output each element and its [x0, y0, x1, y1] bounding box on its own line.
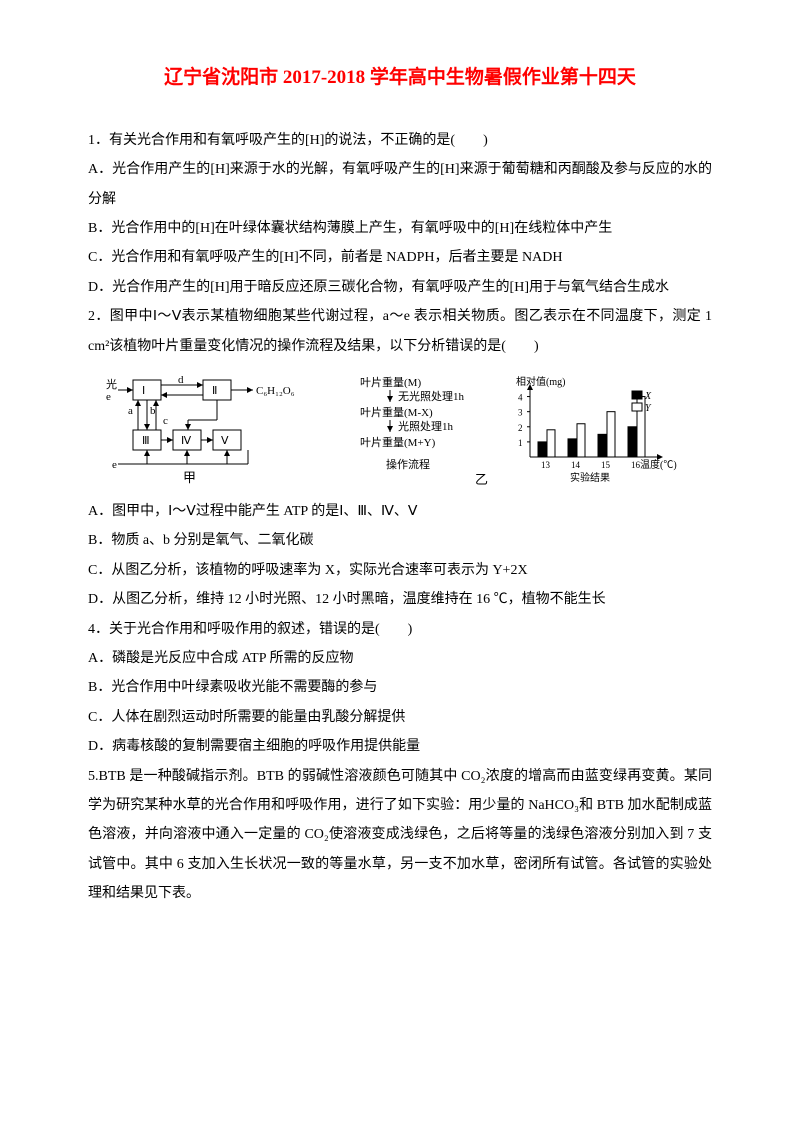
- svg-text:Ⅱ: Ⅱ: [212, 385, 217, 397]
- svg-text:c: c: [163, 415, 168, 427]
- svg-text:甲: 甲: [183, 470, 196, 485]
- svg-text:叶片重量(M): 叶片重量(M): [360, 375, 421, 389]
- svg-text:相对值(mg): 相对值(mg): [516, 375, 565, 388]
- q1-opt-b: B．光合作用中的[H]在叶绿体囊状结构薄膜上产生，有氧呼吸中的[H]在线粒体中产…: [88, 214, 712, 243]
- q4-opt-a: A．磷酸是光反应中合成 ATP 所需的反应物: [88, 644, 712, 673]
- q1-opt-d: D．光合作用产生的[H]用于暗反应还原三碳化合物，有氧呼吸产生的[H]用于与氧气…: [88, 273, 712, 302]
- q4-opt-d: D．病毒核酸的复制需要宿主细胞的呼吸作用提供能量: [88, 732, 712, 761]
- q4-opt-c: C．人体在剧烈运动时所需要的能量由乳酸分解提供: [88, 703, 712, 732]
- svg-text:e: e: [112, 459, 117, 471]
- svg-text:13: 13: [541, 460, 551, 470]
- svg-text:温度(℃): 温度(℃): [640, 458, 677, 471]
- diagram-chart-svg: 相对值(mg)123413141516温度(℃)实验结果XY: [500, 372, 680, 487]
- q4-stem: 4．关于光合作用和呼吸作用的叙述，错误的是( ): [88, 615, 712, 644]
- svg-text:1: 1: [518, 437, 523, 447]
- svg-text:C₆H₁₂O₆: C₆H₁₂O₆: [256, 385, 295, 397]
- diagram-jia-svg: Ⅰ Ⅱ Ⅲ Ⅳ Ⅴ 光 e d C₆H₁₂O₆ a b: [88, 372, 303, 487]
- svg-text:操作流程: 操作流程: [386, 457, 430, 471]
- diagram-yi: 叶片重量(M) 无光照处理1h 叶片重量(M-X) 光照处理1h 叶片重量(M+…: [350, 372, 712, 487]
- q5-text: 5.BTB 是一种酸碱指示剂。BTB 的弱碱性溶液颜色可随其中 CO₂浓度的增高…: [88, 762, 712, 909]
- svg-text:叶片重量(M+Y): 叶片重量(M+Y): [360, 435, 436, 449]
- svg-text:光: 光: [106, 377, 117, 391]
- diagram-jia: Ⅰ Ⅱ Ⅲ Ⅳ Ⅴ 光 e d C₆H₁₂O₆ a b: [88, 372, 325, 487]
- q2-opt-b: B．物质 a、b 分别是氧气、二氧化碳: [88, 526, 712, 555]
- diagram-flow-svg: 叶片重量(M) 无光照处理1h 叶片重量(M-X) 光照处理1h 叶片重量(M+…: [350, 372, 500, 487]
- q2-opt-d: D．从图乙分析，维持 12 小时光照、12 小时黑暗，温度维持在 16 ℃，植物…: [88, 585, 712, 614]
- svg-text:Ⅰ: Ⅰ: [142, 385, 145, 397]
- svg-text:无光照处理1h: 无光照处理1h: [398, 389, 464, 403]
- q2-opt-a: A．图甲中，Ⅰ～Ⅴ过程中能产生 ATP 的是Ⅰ、Ⅲ、Ⅳ、Ⅴ: [88, 497, 712, 526]
- svg-text:Ⅳ: Ⅳ: [181, 435, 192, 447]
- svg-text:3: 3: [518, 407, 523, 417]
- svg-text:光照处理1h: 光照处理1h: [398, 419, 453, 433]
- svg-text:14: 14: [571, 460, 581, 470]
- svg-text:X: X: [644, 391, 652, 402]
- q4-opt-b: B．光合作用中叶绿素吸收光能不需要酶的参与: [88, 673, 712, 702]
- svg-text:a: a: [128, 405, 133, 417]
- svg-text:乙: 乙: [475, 472, 488, 487]
- svg-text:15: 15: [601, 460, 611, 470]
- q2-opt-c: C．从图乙分析，该植物的呼吸速率为 X，实际光合速率可表示为 Y+2X: [88, 556, 712, 585]
- svg-text:d: d: [178, 374, 184, 386]
- svg-text:Ⅲ: Ⅲ: [142, 435, 150, 447]
- svg-text:b: b: [150, 405, 156, 417]
- svg-text:4: 4: [518, 392, 523, 402]
- diagram-row: Ⅰ Ⅱ Ⅲ Ⅳ Ⅴ 光 e d C₆H₁₂O₆ a b: [88, 369, 712, 489]
- svg-text:叶片重量(M-X): 叶片重量(M-X): [360, 405, 433, 419]
- q2-stem: 2．图甲中Ⅰ～Ⅴ表示某植物细胞某些代谢过程，a～e 表示相关物质。图乙表示在不同…: [88, 302, 712, 361]
- q1-opt-c: C．光合作用和有氧呼吸产生的[H]不同，前者是 NADPH，后者主要是 NADH: [88, 243, 712, 272]
- svg-text:Ⅴ: Ⅴ: [221, 435, 229, 447]
- svg-text:实验结果: 实验结果: [570, 471, 610, 484]
- q1-stem: 1．有关光合作用和有氧呼吸产生的[H]的说法，不正确的是( ): [88, 126, 712, 155]
- page-title: 辽宁省沈阳市 2017-2018 学年高中生物暑假作业第十四天: [88, 58, 712, 98]
- q1-opt-a: A．光合作用产生的[H]来源于水的光解，有氧呼吸产生的[H]来源于葡萄糖和丙酮酸…: [88, 155, 712, 214]
- svg-text:Y: Y: [645, 403, 652, 414]
- svg-text:2: 2: [518, 422, 523, 432]
- svg-text:e: e: [106, 391, 111, 403]
